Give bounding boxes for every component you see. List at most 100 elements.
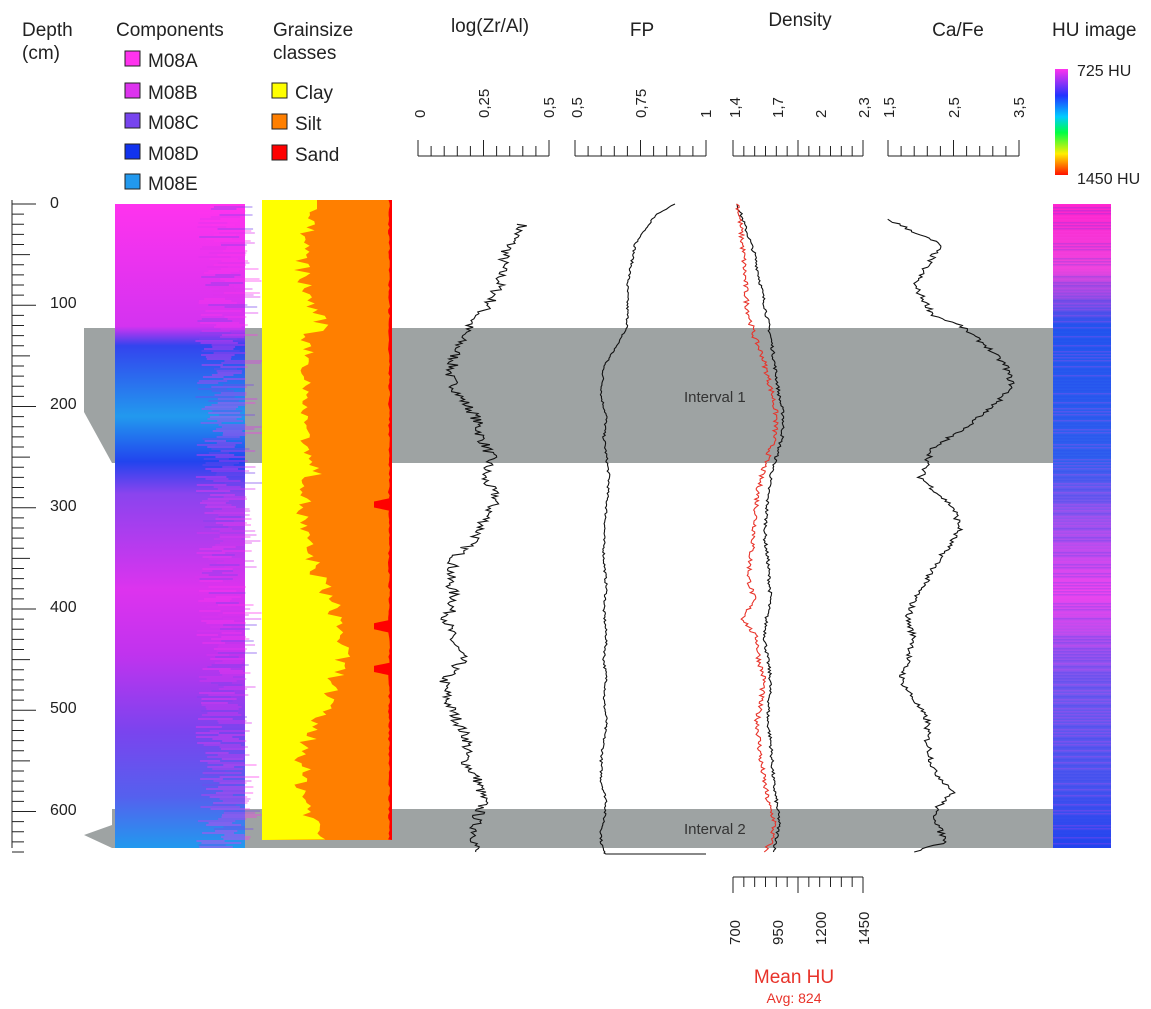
- hu-band: [1053, 795, 1111, 797]
- hu-band: [1053, 363, 1111, 365]
- hu-band: [1053, 495, 1111, 497]
- hu-band: [1053, 684, 1111, 686]
- component-band: [215, 596, 241, 598]
- component-band: [221, 244, 247, 246]
- component-band: [211, 386, 247, 388]
- depth-tick-label-300: 300: [50, 498, 77, 515]
- component-band: [199, 760, 221, 762]
- component-band: [206, 358, 231, 360]
- hu-band: [1053, 426, 1111, 428]
- component-band: [204, 298, 226, 300]
- hu-band: [1053, 537, 1111, 539]
- component-band: [202, 668, 231, 670]
- hu-band: [1053, 726, 1111, 728]
- legend-swatch-sand: [271, 144, 288, 161]
- hu-band: [1053, 660, 1111, 662]
- density-scale: 1,4 1,7 2 2,3: [727, 97, 873, 157]
- hu-band: [1053, 732, 1111, 734]
- component-band: [196, 634, 219, 636]
- component-band: [210, 658, 244, 660]
- hu-band: [1053, 753, 1111, 755]
- hu-band: [1053, 570, 1111, 572]
- component-band: [212, 768, 243, 770]
- component-band: [204, 348, 234, 350]
- component-band: [224, 280, 262, 282]
- component-band: [221, 836, 251, 838]
- component-band: [211, 390, 235, 392]
- hu-band: [1053, 798, 1111, 800]
- component-band: [217, 646, 245, 648]
- hu-band: [1053, 615, 1111, 617]
- component-band: [204, 526, 229, 528]
- component-band: [218, 424, 247, 426]
- component-band: [222, 612, 262, 614]
- component-band: [220, 542, 252, 544]
- component-band: [224, 306, 258, 308]
- component-band: [206, 728, 243, 730]
- hu-band: [1053, 774, 1111, 776]
- component-band: [199, 680, 237, 682]
- component-band: [213, 480, 241, 482]
- component-band: [215, 792, 254, 794]
- component-band: [218, 684, 243, 686]
- hu-band: [1053, 438, 1111, 440]
- hu-band: [1053, 636, 1111, 638]
- legend-label-clay: Clay: [295, 83, 334, 104]
- component-band: [212, 346, 236, 348]
- component-band: [222, 432, 262, 434]
- component-band: [208, 412, 241, 414]
- component-band: [205, 706, 242, 708]
- component-band: [198, 338, 238, 340]
- component-band: [221, 508, 250, 510]
- hu-band: [1053, 645, 1111, 647]
- hu-band: [1053, 792, 1111, 794]
- hu-band: [1053, 249, 1111, 251]
- hu-band: [1053, 567, 1111, 569]
- component-band: [205, 356, 232, 358]
- component-band: [213, 648, 247, 650]
- component-band: [200, 322, 240, 324]
- hu-band: [1053, 477, 1111, 479]
- component-band: [212, 430, 243, 432]
- hu-band: [1053, 846, 1111, 848]
- component-band: [206, 678, 247, 680]
- component-band: [201, 330, 230, 332]
- hu-band: [1053, 243, 1111, 245]
- hu-band: [1053, 450, 1111, 452]
- grainsize-legend: Clay Silt Sand: [271, 82, 339, 166]
- component-band: [211, 344, 245, 346]
- hu-band: [1053, 273, 1111, 275]
- mean-hu-curve: [735, 203, 779, 853]
- fp-tick-05: 0,5: [569, 97, 586, 118]
- component-band: [213, 510, 251, 512]
- component-band: [210, 626, 232, 628]
- component-band: [217, 254, 246, 256]
- component-band: [220, 628, 250, 630]
- component-band: [208, 592, 246, 594]
- component-band: [224, 566, 257, 568]
- component-band: [223, 250, 248, 252]
- zr-al-header: log(Zr/Al): [451, 16, 529, 37]
- component-band: [207, 498, 247, 500]
- component-band: [211, 470, 250, 472]
- hu-band: [1053, 585, 1111, 587]
- component-band: [202, 556, 232, 558]
- component-band: [207, 418, 237, 420]
- component-band: [204, 750, 225, 752]
- component-band: [219, 746, 248, 748]
- component-band: [201, 704, 238, 706]
- hu-band: [1053, 810, 1111, 812]
- component-band: [196, 532, 220, 534]
- component-band: [205, 462, 240, 464]
- interval-1-label: Interval 1: [684, 389, 746, 406]
- component-band: [207, 446, 235, 448]
- hu-band: [1053, 609, 1111, 611]
- component-band: [211, 374, 234, 376]
- component-band: [197, 630, 236, 632]
- hu-band: [1053, 675, 1111, 677]
- component-band: [221, 632, 242, 634]
- hu-band: [1053, 342, 1111, 344]
- depth-tick-label-0: 0: [50, 195, 59, 212]
- hu-band: [1053, 384, 1111, 386]
- hu-band: [1053, 204, 1111, 206]
